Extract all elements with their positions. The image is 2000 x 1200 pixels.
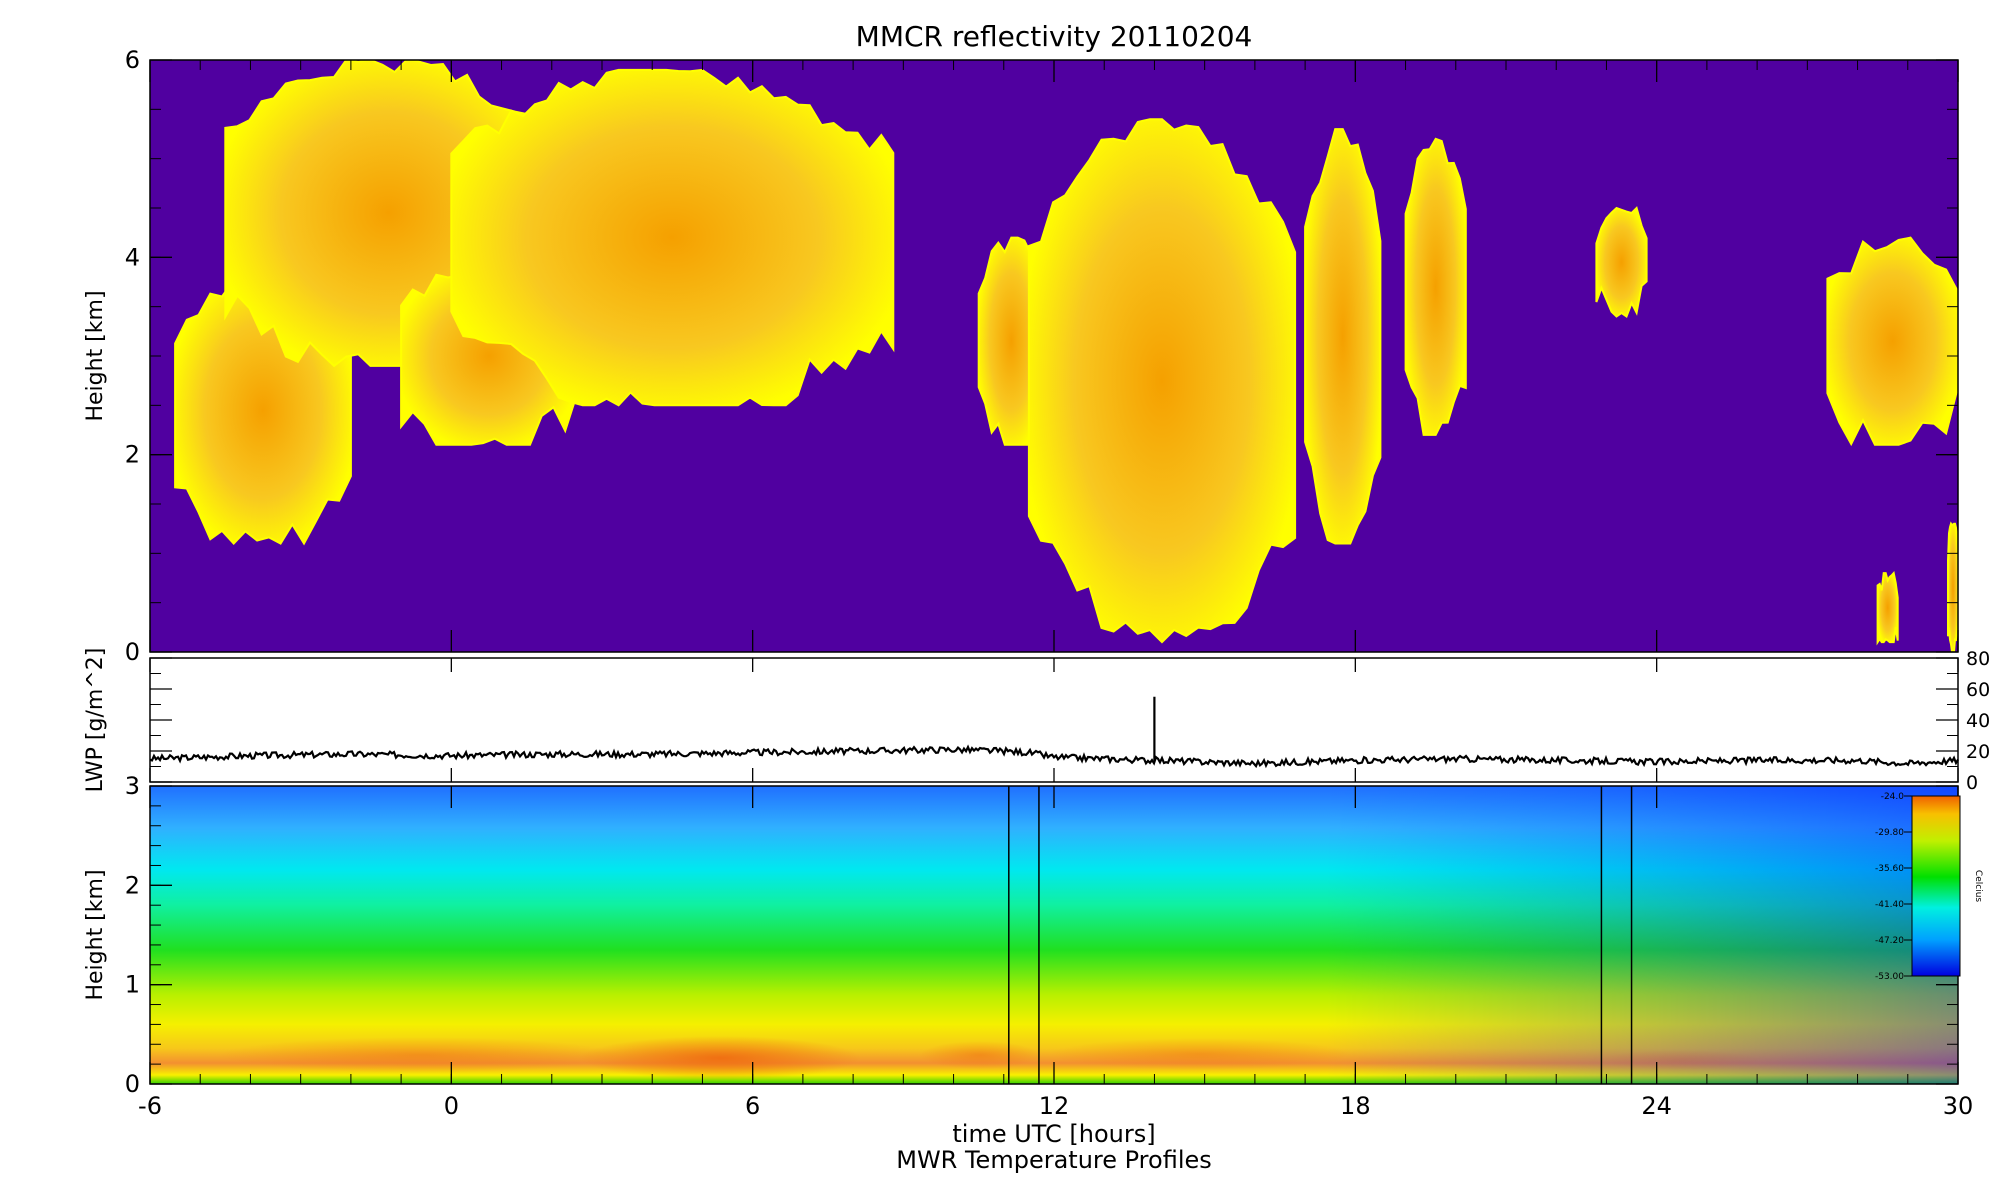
- cloud-region: [1947, 521, 1958, 652]
- colorbar-tick-label: -47.20: [1875, 936, 1904, 946]
- cloud-regions: [174, 60, 1958, 652]
- colorbar-tick-label: -29.80: [1875, 828, 1904, 838]
- y-tick-label: 80: [1966, 648, 1990, 670]
- y-tick-label: 20: [1966, 741, 1990, 763]
- cloud-region: [1404, 137, 1467, 436]
- x-tick-label: 30: [1943, 1092, 1974, 1120]
- cloud-region: [1595, 206, 1648, 319]
- x-tick-label: 12: [1039, 1092, 1070, 1120]
- x-tick-label: -6: [138, 1092, 162, 1120]
- colorbar-tick-label: -35.60: [1875, 864, 1904, 874]
- colorbar-label: Celcius: [1973, 870, 1983, 902]
- x-tick-label: 0: [444, 1092, 459, 1120]
- lwp-y-axis: 0 20 40 60 80: [150, 648, 1990, 794]
- y-tick-label: 3: [125, 772, 140, 800]
- chart-title: MMCR reflectivity 20110204: [856, 20, 1253, 53]
- temperature-ylabel: Height [km]: [83, 869, 108, 1000]
- cloud-region: [1826, 236, 1958, 447]
- x-tick-label: 24: [1641, 1092, 1672, 1120]
- x-axis-label: time UTC [hours]: [952, 1120, 1155, 1148]
- profile-gap-markers: [1008, 786, 1633, 1084]
- y-tick-label: 60: [1966, 679, 1990, 701]
- y-tick-label: 1: [125, 971, 140, 999]
- temperature-y-axis: 0 1 2 3: [125, 772, 1958, 1098]
- reflectivity-y-axis: 0 2 4 6: [125, 46, 1958, 666]
- colorbar-tick-label: -53.00: [1875, 972, 1904, 982]
- y-tick-label: 0: [1966, 772, 1978, 794]
- y-tick-label: 0: [125, 638, 140, 666]
- cloud-region: [1027, 118, 1297, 644]
- x-tick-label: 18: [1340, 1092, 1371, 1120]
- colorbar-tick-label: -41.40: [1875, 900, 1904, 910]
- reflectivity-ylabel: Height [km]: [83, 290, 108, 421]
- lwp-series-line: [149, 696, 1959, 769]
- x-tick-label: 6: [745, 1092, 760, 1120]
- time-x-axis: -6 0 6 12 18 24 30: [138, 60, 1973, 1120]
- y-tick-label: 40: [1966, 710, 1990, 732]
- colorbar: [1911, 795, 1961, 977]
- colorbar-ticks: -24.0 -29.80 -35.60 -41.40 -47.20 -53.00: [1875, 792, 1912, 982]
- lwp-frame: [149, 657, 1959, 783]
- y-tick-label: 2: [125, 871, 140, 899]
- y-tick-label: 0: [125, 1070, 140, 1098]
- cloud-region: [450, 68, 895, 407]
- cloud-region: [1304, 128, 1382, 545]
- colorbar-tick-label: -24.0: [1881, 792, 1905, 802]
- lwp-ylabel: LWP [g/m^2]: [83, 648, 108, 793]
- y-tick-label: 2: [125, 441, 140, 469]
- cloud-region: [1876, 570, 1899, 646]
- temperature-panel-title: MWR Temperature Profiles: [896, 1146, 1212, 1174]
- y-tick-label: 4: [125, 243, 140, 271]
- temperature-warm-layer: [150, 786, 1958, 1084]
- y-tick-label: 6: [125, 46, 140, 74]
